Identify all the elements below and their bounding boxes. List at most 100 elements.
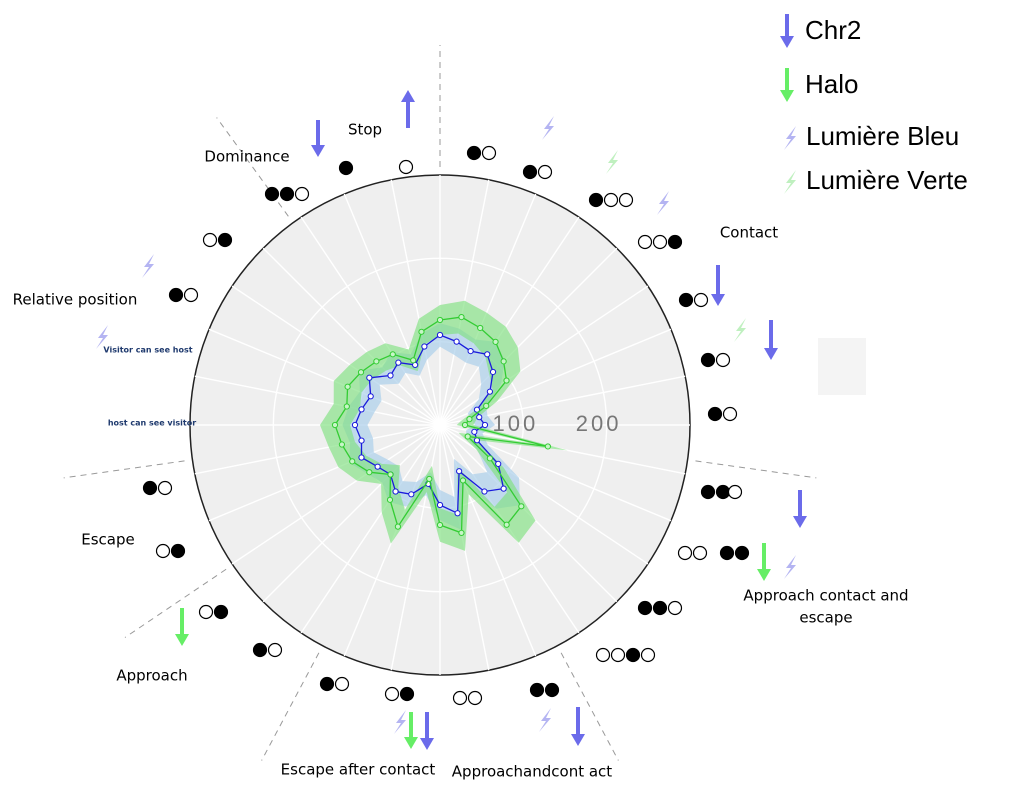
spoke [231, 424, 441, 565]
behaviour-icon [610, 647, 626, 663]
behaviour-icon [640, 647, 656, 663]
data-point [410, 357, 417, 364]
behaviour-icon [722, 406, 738, 422]
behaviour-icon [267, 642, 283, 658]
behaviour-icon [667, 600, 683, 616]
spoke [208, 424, 441, 522]
data-point [418, 328, 425, 335]
behaviour-icon [398, 159, 414, 175]
data-point [481, 421, 489, 429]
data-point [467, 347, 474, 355]
arrow-head [404, 737, 418, 749]
group-separator [695, 460, 817, 479]
behaviour-icon [595, 647, 611, 663]
data-point [486, 455, 493, 462]
data-point [464, 433, 471, 440]
spoke [439, 285, 649, 426]
data-point [436, 521, 444, 529]
group-separator [63, 460, 185, 479]
behaviour-icon [715, 352, 731, 368]
data-point [495, 460, 502, 467]
behaviour-icon [707, 406, 723, 422]
data-point [392, 488, 399, 495]
behaviour-icon [588, 192, 604, 208]
light-icon [394, 710, 406, 734]
group-separator [216, 117, 289, 217]
spoke [262, 424, 441, 603]
data-point [395, 359, 402, 366]
data-point [421, 343, 428, 350]
behaviour-icon [700, 484, 716, 500]
data-point [436, 501, 444, 509]
annotation: Approach contact and [743, 587, 908, 605]
data-point [351, 421, 359, 429]
annotation: Stop [348, 121, 382, 139]
annotation: Approachandcont act [452, 763, 613, 781]
data-point [459, 477, 467, 484]
annotation: host can see visitor [108, 419, 196, 428]
behaviour-icon [170, 543, 186, 559]
r-tick-label: 200 [576, 411, 622, 436]
behaviour-icon [217, 232, 233, 248]
arrow-head [420, 738, 434, 750]
group-separator [124, 568, 227, 638]
arrow-head [764, 348, 778, 360]
behaviour-icon [667, 234, 683, 250]
data-point [373, 358, 380, 365]
r-tick-label: 100 [492, 411, 538, 436]
data-point [386, 496, 394, 503]
behaviour-icon [338, 160, 354, 176]
data-point [357, 369, 365, 376]
behaviour-icon [466, 145, 482, 161]
legend-label: Halo [805, 69, 858, 99]
behaviour-icon [652, 600, 668, 616]
behaviour-icon [142, 480, 158, 496]
spoke [439, 247, 618, 426]
behaviour-icon [294, 186, 310, 202]
data-point [349, 458, 356, 465]
arrow-head [780, 36, 794, 48]
behaviour-icon [603, 192, 619, 208]
annotation: Contact [720, 224, 778, 242]
behaviour-icon [715, 484, 731, 500]
behaviour-icon [637, 234, 653, 250]
light-icon [657, 191, 669, 215]
data-point [476, 414, 483, 421]
behaviour-icon [652, 234, 668, 250]
data-point [458, 314, 465, 321]
behaviour-icon [279, 186, 295, 202]
behaviour-icon [719, 545, 735, 561]
data-point [366, 374, 373, 381]
arrow-head [571, 734, 585, 746]
spoke [390, 179, 441, 426]
behaviour-icon [264, 186, 280, 202]
behaviour-icon [522, 164, 538, 180]
spoke [208, 328, 441, 426]
behaviour-icon [537, 164, 553, 180]
behaviour-icon [678, 292, 694, 308]
annotation: Approach [116, 667, 187, 685]
data-point [503, 521, 510, 528]
data-point [344, 383, 351, 390]
light-icon [142, 254, 154, 278]
data-point [486, 388, 493, 395]
data-point [518, 503, 525, 510]
data-point [473, 406, 481, 413]
data-point [387, 471, 394, 478]
light-icon [734, 318, 746, 342]
data-point [484, 351, 491, 358]
behaviour-icon [168, 287, 184, 303]
arrow-head [780, 90, 794, 102]
behaviour-icon [213, 604, 229, 620]
arrow-head [401, 90, 415, 102]
behaviour-icon [529, 682, 545, 698]
arrow-head [175, 634, 189, 646]
behaviour-icon [677, 545, 693, 561]
data-point [358, 437, 365, 444]
behaviour-icon [334, 676, 350, 692]
behaviour-icon [481, 145, 497, 161]
data-point [331, 421, 339, 429]
spoke [194, 375, 441, 426]
behaviour-icon [384, 686, 400, 702]
